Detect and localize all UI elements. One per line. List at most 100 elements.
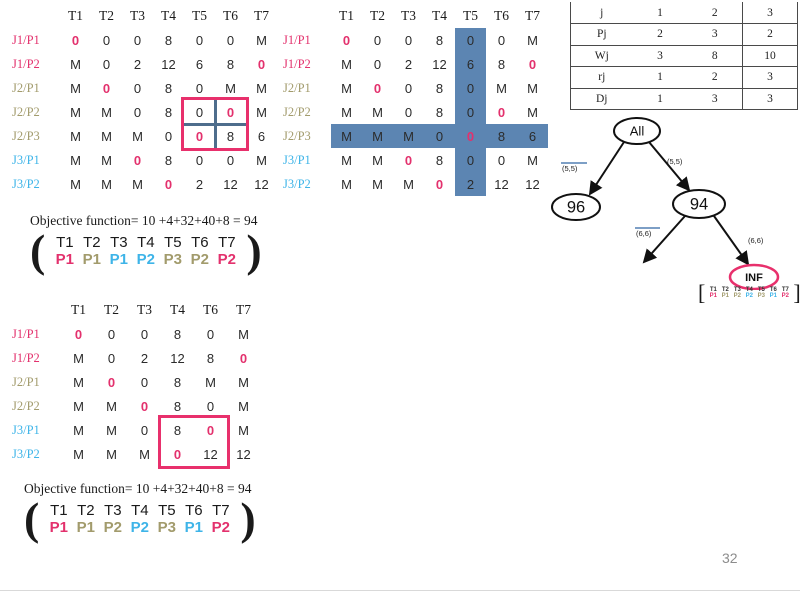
solution-rows: T1 T2 T3 T4 T5 T6 T7 P1 P1 P1 P2 P3 P2 P2 bbox=[51, 234, 240, 268]
params-row: Dj 1 3 3 bbox=[570, 88, 798, 110]
matrix-cell: M bbox=[106, 422, 117, 438]
param-value: 3 bbox=[687, 23, 743, 46]
matrix-cell: M bbox=[362, 124, 393, 148]
edge-label-94-left: (6,6) bbox=[636, 229, 652, 238]
matrix-cell: 8 bbox=[164, 104, 173, 120]
matrix-cell: M bbox=[70, 56, 81, 72]
edge-label-all-right: (5,5) bbox=[667, 157, 683, 166]
matrix-cell: M bbox=[101, 152, 112, 168]
matrix-cell: 0 bbox=[455, 28, 486, 52]
tree-node-96-label: 96 bbox=[567, 199, 585, 217]
close-paren: ) bbox=[240, 493, 256, 544]
matrix-cell: 0 bbox=[404, 80, 413, 96]
matrix-cell: 0 bbox=[424, 124, 455, 148]
row-label: J2/P2 bbox=[12, 104, 40, 119]
tree-node-94-label: 94 bbox=[690, 196, 708, 214]
matrix-cell: M bbox=[256, 104, 267, 120]
branch-bound-tree: (5,5) (5,5) (6,6) (6,6) All 96 94 INF bbox=[551, 117, 780, 290]
column-header: T3 bbox=[130, 8, 145, 23]
edge-label-all-left: (5,5) bbox=[562, 164, 578, 173]
matrix-cell: M bbox=[527, 152, 538, 168]
params-row: rj 1 2 3 bbox=[570, 66, 798, 89]
matrix-cell: 0 bbox=[239, 350, 248, 366]
slot-label: T7 bbox=[212, 502, 230, 519]
edge-label-94-right: (6,6) bbox=[748, 236, 764, 245]
solution-vector: ( T1 T2 T3 T4 T5 T6 T7 P1 P1 P1 P2 P3 P2 P2 ) bbox=[30, 228, 262, 274]
tree-node-96 bbox=[551, 193, 601, 221]
column-header: T7 bbox=[236, 302, 251, 317]
slot-label: T5 bbox=[757, 287, 765, 293]
matrix-cell: M bbox=[341, 152, 352, 168]
matrix-cell: 0 bbox=[140, 422, 149, 438]
row-label: J2/P2 bbox=[283, 104, 311, 119]
matrix-corner bbox=[10, 298, 62, 322]
slot-label: T2 bbox=[77, 502, 95, 519]
matrix-cell: M bbox=[101, 176, 112, 192]
matrix-cell: 0 bbox=[226, 32, 235, 48]
matrix-cell: 0 bbox=[404, 104, 413, 120]
matrix-cell: 8 bbox=[435, 104, 444, 120]
objective-function-text: Objective function= 10 +4+32+40+8 = 94 bbox=[30, 213, 258, 228]
column-header: T4 bbox=[432, 8, 447, 23]
matrix-cell: 8 bbox=[164, 32, 173, 48]
matrix-cell: 8 bbox=[226, 128, 235, 144]
param-label: j bbox=[570, 2, 633, 24]
matrix-cell: 0 bbox=[195, 128, 204, 144]
param-label: Wj bbox=[570, 45, 633, 67]
assignment-row: P1 P1 P2 P2 P3 P1 P2 bbox=[45, 519, 234, 536]
assignment-row: P1 P1 P2 P2 P3 P1 P2 bbox=[707, 293, 791, 299]
matrix-cell: 0 bbox=[206, 422, 215, 438]
matrix-cell: 0 bbox=[133, 152, 142, 168]
matrix-cell: 0 bbox=[173, 446, 182, 462]
params-row: Wj 3 8 10 bbox=[570, 45, 798, 67]
matrix-cell: 0 bbox=[206, 398, 215, 414]
slot-label: T2 bbox=[83, 234, 101, 251]
matrix-cell: 2 bbox=[133, 56, 142, 72]
selection-box bbox=[158, 415, 230, 469]
solution-rows: T1 T2 T3 T4 T5 T6 T7 P1 P1 P2 P2 P3 P1 P2 bbox=[707, 287, 791, 299]
matrix-cell: 12 bbox=[236, 446, 251, 462]
matrix-cell: 8 bbox=[435, 32, 444, 48]
params-row: Pj 2 3 2 bbox=[570, 23, 798, 46]
matrix-cell: 12 bbox=[525, 176, 540, 192]
matrix-cell: M bbox=[341, 104, 352, 120]
matrix-cell: 0 bbox=[206, 326, 215, 342]
matrix-grid: T1 T2 T3 T4 T6 T7 J1/P1 0 0 0 8 0 M J1/P2 M 0 2 12 8 0 J2/P1… bbox=[10, 298, 260, 466]
row-label: J2/P3 bbox=[283, 128, 311, 143]
matrix-corner bbox=[281, 4, 331, 28]
matrix-cell: 0 bbox=[107, 374, 116, 390]
solution-block-2: Objective function= 10 +4+32+40+8 = 94 (… bbox=[24, 481, 256, 544]
column-header: T4 bbox=[161, 8, 176, 23]
column-header: T7 bbox=[525, 8, 540, 23]
slot-label: T5 bbox=[158, 502, 176, 519]
matrix-cell: M bbox=[132, 176, 143, 192]
matrix-cell: 8 bbox=[164, 80, 173, 96]
time-slot-row: T1 T2 T3 T4 T5 T6 T7 bbox=[51, 234, 240, 251]
tree-edge-all-94 bbox=[648, 141, 691, 192]
matrix-cell: 0 bbox=[528, 56, 537, 72]
row-label: J2/P1 bbox=[12, 80, 40, 95]
matrix-cell: M bbox=[256, 80, 267, 96]
matrix-cell: M bbox=[238, 374, 249, 390]
row-label: J3/P1 bbox=[12, 152, 40, 167]
matrix-cell: 8 bbox=[164, 152, 173, 168]
assignment-label: P1 bbox=[82, 251, 101, 268]
matrix-cell: M bbox=[106, 446, 117, 462]
row-label: J1/P1 bbox=[12, 32, 40, 47]
param-value: 3 bbox=[632, 45, 688, 67]
assignment-label: P2 bbox=[217, 251, 236, 268]
param-value: 1 bbox=[632, 88, 688, 110]
param-value: 3 bbox=[687, 88, 743, 110]
objective-function-text: Objective function= 10 +4+32+40+8 = 94 bbox=[24, 481, 252, 496]
matrix-cell: M bbox=[70, 80, 81, 96]
column-header: T6 bbox=[494, 8, 509, 23]
matrix-cell: 0 bbox=[455, 100, 486, 124]
row-label: J3/P2 bbox=[12, 176, 40, 191]
matrix-cell: 2 bbox=[195, 176, 204, 192]
matrix-cell: 0 bbox=[497, 32, 506, 48]
matrix-cell: M bbox=[527, 80, 538, 96]
matrix-cell: M bbox=[73, 374, 84, 390]
tree-node-all-label: All bbox=[630, 124, 645, 139]
assignment-label: P1 bbox=[76, 519, 95, 536]
